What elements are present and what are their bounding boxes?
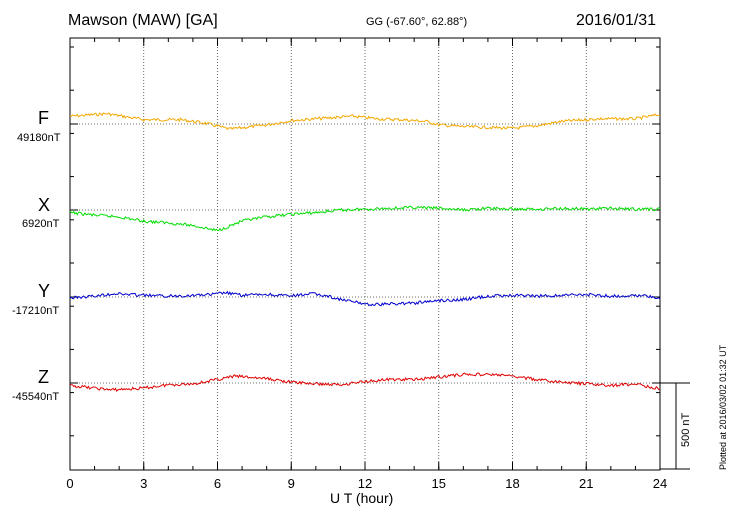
series-label-f: F [38,108,49,128]
x-tick-label: 12 [358,476,372,491]
baseline-label-z: -45540nT [12,391,60,403]
series-label-z: Z [38,367,49,387]
geographic-coordinates: GG (-67.60°, 62.88°) [366,16,468,28]
x-tick-label: 9 [288,476,295,491]
baseline-label-f: 49180nT [17,132,61,144]
plot-date: 2016/01/31 [576,12,657,29]
series-line-y [69,290,661,307]
series-line-f [69,112,661,131]
x-tick-label: 0 [66,476,73,491]
baseline-label-x: 6920nT [22,218,60,230]
station-title: Mawson (MAW) [GA] [68,12,218,29]
x-tick-label: 15 [432,476,446,491]
series-line-z [69,372,661,392]
x-axis-label: U T (hour) [330,490,394,506]
series-label-y: Y [38,281,51,301]
x-tick-label: 3 [140,476,147,491]
series-line-x [69,205,661,232]
x-tick-label: 18 [505,476,519,491]
x-tick-label: 6 [214,476,221,491]
x-tick-label: 21 [579,476,593,491]
series-label-x: X [38,195,51,215]
x-tick-label: 24 [653,476,667,491]
baseline-label-y: -17210nT [12,305,60,317]
